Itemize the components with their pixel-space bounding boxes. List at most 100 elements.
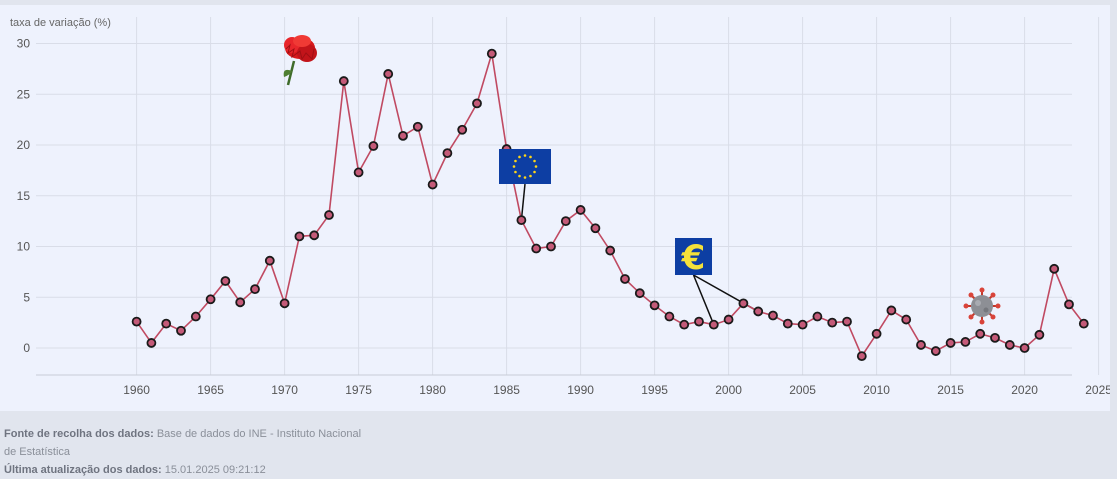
x-tick-label: 2015	[937, 383, 964, 397]
x-tick-label: 1960	[123, 383, 150, 397]
data-point	[723, 314, 734, 325]
data-point	[516, 215, 527, 226]
eu-star	[518, 155, 521, 159]
data-point	[1049, 263, 1060, 274]
eu-star	[533, 170, 536, 174]
chart-grid	[36, 17, 1100, 375]
data-point	[649, 300, 660, 311]
data-point	[1034, 329, 1045, 340]
x-tick-label: 1970	[271, 383, 298, 397]
eu-flag-icon	[499, 149, 551, 184]
y-tick-label: 10	[17, 240, 31, 254]
data-point	[205, 294, 216, 305]
x-tick-label: 1985	[493, 383, 520, 397]
data-point	[412, 121, 423, 132]
data-point	[1064, 299, 1074, 310]
data-point	[812, 311, 823, 322]
y-tick-label: 25	[17, 87, 31, 101]
data-point	[842, 316, 852, 327]
x-tick-label: 1965	[197, 383, 224, 397]
annotation-connector-lines	[520, 183, 759, 325]
data-point	[916, 340, 926, 350]
eu-star	[514, 159, 517, 163]
eu-star	[533, 159, 536, 163]
data-point	[235, 297, 246, 308]
data-point	[250, 284, 260, 295]
data-point	[368, 141, 379, 151]
data-point	[797, 319, 808, 330]
data-point	[664, 311, 675, 322]
x-tick-label: 1980	[419, 383, 446, 397]
x-tick-label: 2000	[715, 383, 742, 397]
data-point	[827, 317, 838, 328]
x-tick-label: 2005	[789, 383, 816, 397]
x-tick-label: 1975	[345, 383, 372, 397]
eu-star	[523, 154, 527, 157]
euro-connector-line	[692, 274, 715, 325]
data-point	[990, 332, 1000, 343]
data-point	[605, 245, 616, 256]
data-point	[856, 351, 867, 362]
data-point	[190, 311, 201, 322]
data-point	[634, 288, 645, 299]
data-point	[176, 325, 186, 336]
update-text: 15.01.2025 09:21:12	[164, 464, 266, 476]
update-line: Última atualização dos dados: 15.01.2025…	[4, 461, 364, 479]
x-tick-label: 2025	[1085, 383, 1110, 397]
data-point	[679, 319, 690, 330]
x-tick-labels: 1960 1965 1970 1975 1980 1985 1990 1995 2000 2005…	[123, 383, 1110, 397]
data-point	[1019, 343, 1030, 353]
data-point	[1078, 318, 1089, 329]
euro-sign-icon: €	[675, 238, 712, 278]
data-point	[738, 298, 749, 309]
euro-sign-glyph: €	[681, 238, 706, 278]
eu-star	[529, 174, 532, 178]
data-point	[146, 338, 157, 348]
data-point	[383, 69, 394, 79]
data-point	[279, 298, 290, 309]
source-text: Base de dados do INE - Instituto Naciona…	[4, 428, 362, 458]
data-point	[871, 328, 882, 339]
data-point	[264, 255, 275, 266]
data-point	[546, 241, 556, 252]
update-label: Última atualização dos dados:	[4, 464, 162, 476]
data-point	[1004, 340, 1015, 350]
source-line: Fonte de recolha dos dados: Base de dado…	[4, 425, 364, 461]
data-point	[220, 276, 231, 286]
y-tick-label: 20	[17, 138, 31, 152]
y-tick-labels: 0 5 10 15 20 25 30	[17, 37, 31, 356]
eu-star	[514, 170, 517, 174]
x-tick-label: 1995	[641, 383, 668, 397]
data-point	[590, 223, 601, 234]
data-point	[694, 316, 704, 327]
data-point	[161, 318, 172, 329]
data-point	[486, 48, 497, 59]
eu-connector-line	[520, 183, 526, 221]
data-point	[560, 216, 571, 227]
data-point	[398, 130, 408, 141]
y-tick-label: 5	[23, 290, 30, 304]
data-point	[353, 167, 364, 178]
data-point	[472, 98, 482, 109]
data-point	[294, 231, 305, 242]
data-point	[131, 316, 142, 327]
eu-star	[512, 165, 516, 168]
data-point	[768, 310, 778, 321]
data-point	[886, 305, 897, 316]
x-tick-label: 1990	[567, 383, 594, 397]
data-point	[531, 243, 542, 254]
data-point	[945, 338, 956, 348]
data-point	[708, 319, 719, 330]
data-point	[309, 230, 320, 241]
eu-star	[523, 176, 527, 179]
data-point	[901, 314, 912, 325]
data-point	[960, 337, 971, 347]
data-point	[457, 124, 468, 135]
chart-panel: taxa de variação (%) 0 5 10 15 20 25 30 1960 19…	[0, 5, 1110, 411]
data-point	[427, 179, 438, 190]
data-point	[324, 210, 334, 220]
x-tick-label: 2020	[1011, 383, 1038, 397]
carnation-icon	[283, 35, 317, 86]
source-label: Fonte de recolha dos dados:	[4, 428, 154, 440]
